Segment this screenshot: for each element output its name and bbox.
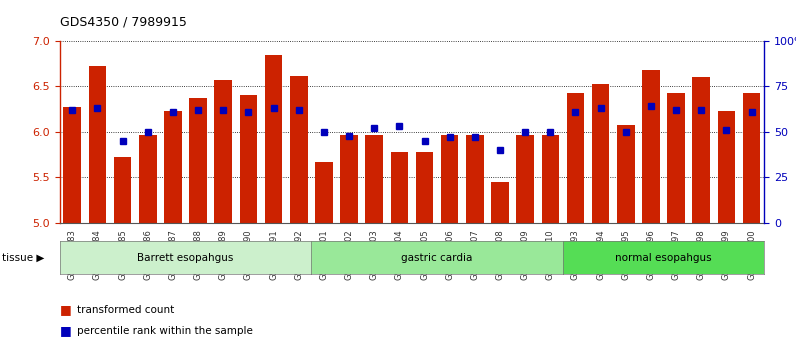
Bar (743, 93, 760, 223)
Bar (466, 135, 484, 223)
Bar (214, 80, 232, 223)
Bar (365, 135, 383, 223)
Text: ■: ■ (60, 325, 72, 337)
Bar (617, 125, 634, 223)
Bar (88, 66, 106, 223)
Bar (642, 70, 660, 223)
Bar (139, 135, 157, 223)
Text: gastric cardia: gastric cardia (401, 252, 473, 263)
Bar (391, 152, 408, 223)
Bar (693, 77, 710, 223)
Bar (114, 158, 131, 223)
Bar (290, 76, 307, 223)
Text: normal esopahgus: normal esopahgus (615, 252, 712, 263)
Bar (667, 93, 685, 223)
Text: tissue ▶: tissue ▶ (2, 252, 45, 263)
Bar (591, 85, 610, 223)
Text: ■: ■ (60, 303, 72, 316)
Bar (265, 55, 283, 223)
Bar (315, 162, 333, 223)
Bar (517, 135, 534, 223)
Bar (64, 107, 81, 223)
Text: percentile rank within the sample: percentile rank within the sample (77, 326, 253, 336)
Text: GDS4350 / 7989915: GDS4350 / 7989915 (60, 16, 186, 29)
Text: transformed count: transformed count (77, 305, 174, 315)
Bar (416, 152, 433, 223)
Bar (189, 98, 207, 223)
Bar (340, 135, 358, 223)
Bar (491, 182, 509, 223)
Text: Barrett esopahgus: Barrett esopahgus (137, 252, 234, 263)
Bar (240, 95, 257, 223)
Bar (164, 111, 181, 223)
Bar (718, 111, 736, 223)
Bar (567, 93, 584, 223)
Bar (441, 135, 458, 223)
Bar (541, 135, 559, 223)
